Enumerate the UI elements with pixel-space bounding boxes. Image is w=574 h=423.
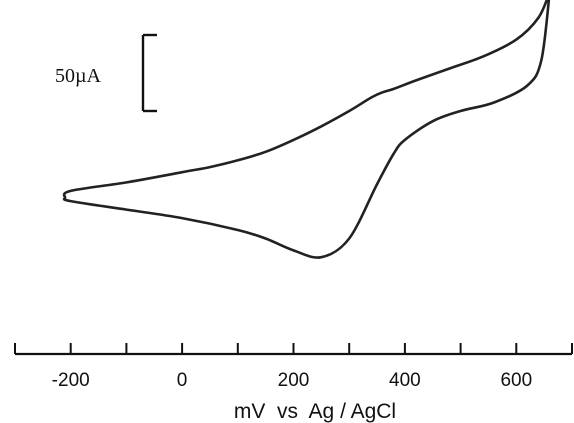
x-tick-label--200: -200 xyxy=(52,370,90,391)
x-tick-label-600: 600 xyxy=(500,370,532,391)
x-axis-title: mV vs Ag / AgCl xyxy=(234,400,396,423)
scale-bar-label: 50µA xyxy=(55,65,102,87)
x-tick-label-0: 0 xyxy=(177,370,188,391)
x-axis: -200 0 200 400 600 xyxy=(14,343,573,391)
x-tick-label-200: 200 xyxy=(278,370,310,391)
curve-layer xyxy=(62,0,551,259)
series-line-0 xyxy=(62,0,551,259)
x-tick-label-400: 400 xyxy=(389,370,421,391)
current-scale-bar: 50µA xyxy=(55,33,157,113)
